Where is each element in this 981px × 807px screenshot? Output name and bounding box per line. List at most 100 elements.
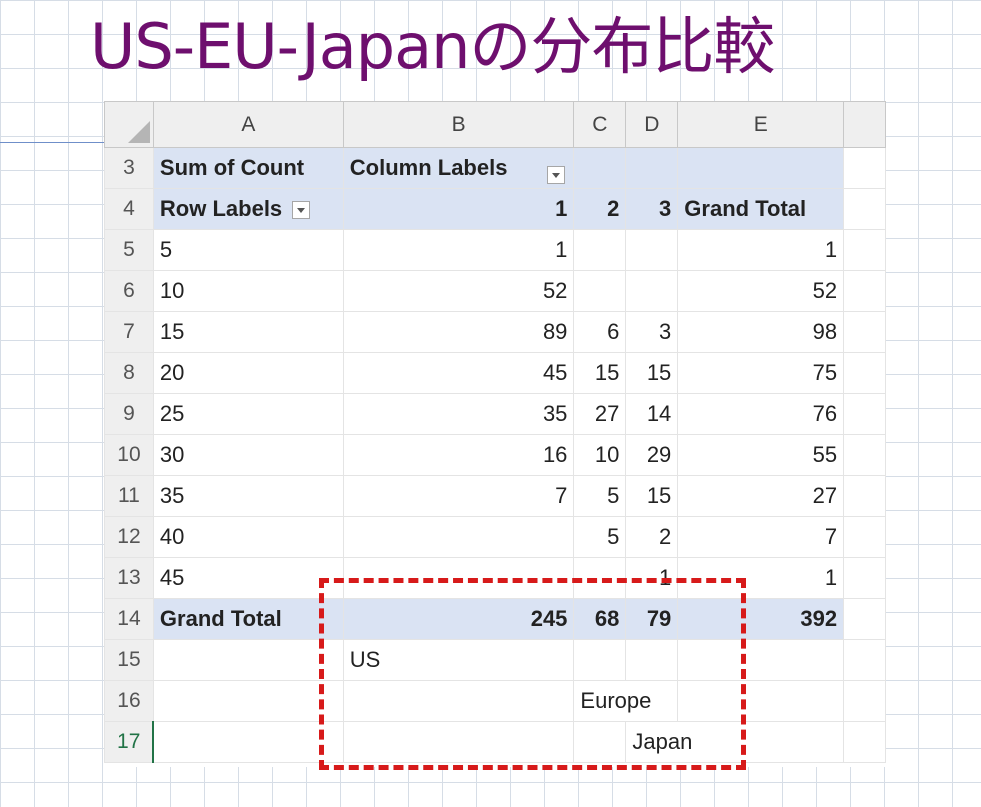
value-col-3[interactable] — [625, 270, 679, 312]
row-header[interactable]: 6 — [104, 270, 154, 312]
row-label[interactable]: 35 — [152, 475, 344, 517]
sum-of-count-cell[interactable]: Sum of Count — [152, 147, 344, 189]
cell-a17[interactable] — [152, 721, 344, 763]
value-col-1[interactable]: 1 — [342, 229, 575, 271]
row-label[interactable]: 5 — [152, 229, 344, 271]
empty-cell[interactable] — [843, 229, 886, 271]
cell-a15[interactable] — [152, 639, 344, 681]
cell-d3[interactable] — [625, 147, 679, 189]
empty-cell[interactable] — [843, 393, 886, 435]
row-label[interactable]: 10 — [152, 270, 344, 312]
row-label[interactable]: 40 — [152, 516, 344, 558]
column-header-d[interactable]: D — [625, 101, 679, 148]
value-col-3[interactable]: 14 — [625, 393, 679, 435]
japan-label-cell[interactable]: Japan — [625, 721, 845, 763]
row-grand-total[interactable]: 55 — [677, 434, 845, 476]
value-col-2[interactable]: 15 — [573, 352, 627, 394]
column-header-c[interactable]: C — [573, 101, 627, 148]
cell-f3[interactable] — [843, 147, 886, 189]
row-labels-cell[interactable]: Row Labels — [152, 188, 344, 230]
empty-cell[interactable] — [843, 557, 886, 599]
cell-f15[interactable] — [843, 639, 886, 681]
value-col-2[interactable]: 27 — [573, 393, 627, 435]
grand-total-col-1[interactable]: 245 — [342, 598, 575, 640]
grand-total-label[interactable]: Grand Total — [152, 598, 344, 640]
select-all-corner[interactable] — [104, 101, 154, 148]
grand-total-col-3[interactable]: 79 — [625, 598, 679, 640]
value-col-3[interactable]: 29 — [625, 434, 679, 476]
value-col-1[interactable] — [342, 516, 575, 558]
value-col-2[interactable] — [573, 270, 627, 312]
cell-f16[interactable] — [843, 680, 886, 722]
value-col-3[interactable] — [625, 229, 679, 271]
cell-e15[interactable] — [677, 639, 845, 681]
row-labels-dropdown-icon[interactable] — [292, 201, 311, 220]
row-grand-total[interactable]: 75 — [677, 352, 845, 394]
value-col-2[interactable]: 6 — [573, 311, 627, 353]
row-header[interactable]: 9 — [104, 393, 154, 435]
value-col-1[interactable]: 89 — [342, 311, 575, 353]
row-header-16[interactable]: 16 — [104, 680, 154, 722]
row-label[interactable]: 15 — [152, 311, 344, 353]
row-header-17[interactable]: 17 — [104, 721, 155, 763]
row-header[interactable]: 12 — [104, 516, 154, 558]
cell-a16[interactable] — [152, 680, 344, 722]
row-grand-total[interactable]: 7 — [677, 516, 845, 558]
column-labels-cell[interactable]: Column Labels — [342, 147, 575, 189]
cell-b17[interactable] — [342, 721, 575, 763]
row-header-14[interactable]: 14 — [104, 598, 154, 640]
grand-total-overall[interactable]: 392 — [677, 598, 845, 640]
value-col-2[interactable]: 10 — [573, 434, 627, 476]
row-grand-total[interactable]: 98 — [677, 311, 845, 353]
col-header-2[interactable]: 2 — [573, 188, 627, 230]
value-col-3[interactable]: 2 — [625, 516, 679, 558]
row-header-3[interactable]: 3 — [104, 147, 154, 189]
empty-cell[interactable] — [843, 434, 886, 476]
value-col-2[interactable]: 5 — [573, 516, 627, 558]
row-header[interactable]: 13 — [104, 557, 154, 599]
empty-cell[interactable] — [843, 270, 886, 312]
empty-cell[interactable] — [843, 352, 886, 394]
value-col-3[interactable]: 3 — [625, 311, 679, 353]
col-header-grand-total[interactable]: Grand Total — [677, 188, 845, 230]
value-col-2[interactable]: 5 — [573, 475, 627, 517]
row-header-4[interactable]: 4 — [104, 188, 154, 230]
row-header[interactable]: 8 — [104, 352, 154, 394]
row-header[interactable]: 5 — [104, 229, 154, 271]
cell-f4[interactable] — [843, 188, 886, 230]
cell-d15[interactable] — [625, 639, 679, 681]
value-col-1[interactable]: 45 — [342, 352, 575, 394]
row-header[interactable]: 7 — [104, 311, 154, 353]
col-header-3[interactable]: 3 — [625, 188, 679, 230]
column-header-f[interactable] — [843, 101, 886, 148]
value-col-1[interactable]: 7 — [342, 475, 575, 517]
row-grand-total[interactable]: 76 — [677, 393, 845, 435]
row-label[interactable]: 20 — [152, 352, 344, 394]
column-header-b[interactable]: B — [342, 101, 575, 148]
value-col-1[interactable]: 52 — [342, 270, 575, 312]
row-grand-total[interactable]: 27 — [677, 475, 845, 517]
row-header[interactable]: 11 — [104, 475, 154, 517]
cell-f17[interactable] — [843, 721, 886, 763]
row-header-15[interactable]: 15 — [104, 639, 154, 681]
value-col-1[interactable]: 16 — [342, 434, 575, 476]
column-labels-dropdown-icon[interactable] — [547, 166, 566, 184]
empty-cell[interactable] — [843, 516, 886, 558]
column-header-a[interactable]: A — [152, 101, 344, 148]
value-col-3[interactable]: 15 — [625, 475, 679, 517]
row-label[interactable]: 25 — [152, 393, 344, 435]
cell-c15[interactable] — [573, 639, 627, 681]
cell-e3[interactable] — [677, 147, 845, 189]
row-grand-total[interactable]: 1 — [677, 229, 845, 271]
col-header-1[interactable]: 1 — [342, 188, 575, 230]
empty-cell[interactable] — [843, 598, 886, 640]
row-header[interactable]: 10 — [104, 434, 154, 476]
empty-cell[interactable] — [843, 475, 886, 517]
column-header-e[interactable]: E — [677, 101, 845, 148]
value-col-1[interactable]: 35 — [342, 393, 575, 435]
europe-label-cell[interactable]: Europe — [573, 680, 679, 722]
empty-cell[interactable] — [843, 311, 886, 353]
cell-c3[interactable] — [573, 147, 627, 189]
row-label[interactable]: 30 — [152, 434, 344, 476]
row-label[interactable]: 45 — [152, 557, 344, 599]
